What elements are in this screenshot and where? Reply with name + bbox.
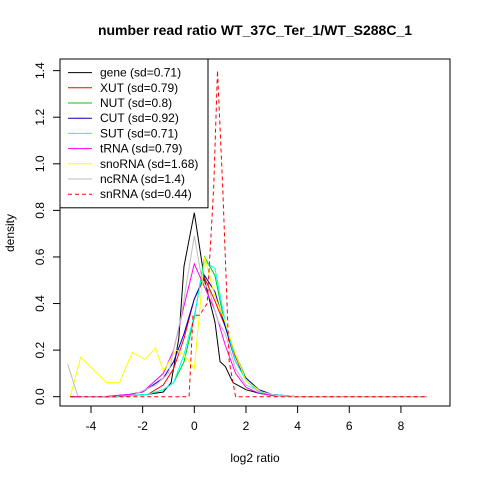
y-axis: 0.0 0.2 0.4 0.6 0.8 1.0 1.2 1.4 [33, 62, 61, 405]
chart-title: number read ratio WT_37C_Ter_1/WT_S288C_… [98, 22, 412, 38]
legend-entry: NUT (sd=0.8) [100, 96, 172, 110]
x-tick-label: 4 [294, 419, 301, 433]
x-axis-label: log2 ratio [230, 451, 280, 465]
y-tick-label: 1.0 [33, 155, 47, 172]
y-axis-label: density [3, 214, 17, 252]
series-line-0 [70, 212, 427, 398]
y-tick-label: 0.2 [33, 341, 47, 358]
legend-entry: snRNA (sd=0.44) [100, 187, 192, 201]
x-tick-label: 2 [243, 419, 250, 433]
series-line-2 [70, 255, 427, 398]
legend: gene (sd=0.71)XUT (sd=0.79)NUT (sd=0.8)C… [59, 58, 209, 209]
y-tick-label: 0.6 [33, 248, 47, 265]
series-line-3 [70, 274, 427, 398]
x-tick-label: 0 [191, 419, 198, 433]
legend-entry: snoRNA (sd=1.68) [100, 157, 198, 171]
x-tick-label: -4 [86, 419, 97, 433]
legend-box [59, 58, 209, 209]
y-tick-label: 1.4 [33, 62, 47, 79]
x-tick-label: 8 [398, 419, 405, 433]
legend-entry: SUT (sd=0.71) [100, 126, 178, 140]
legend-entry: tRNA (sd=0.79) [100, 142, 182, 156]
series-line-6 [69, 256, 427, 398]
y-tick-label: 1.2 [33, 109, 47, 126]
series-line-1 [70, 276, 427, 398]
series-line-7 [67, 235, 427, 398]
series-line-8 [70, 70, 427, 398]
series-line-5 [70, 262, 427, 398]
legend-entry: gene (sd=0.71) [100, 66, 181, 80]
legend-entry: ncRNA (sd=1.4) [100, 172, 185, 186]
plot-frame [59, 58, 451, 407]
y-tick-label: 0.0 [33, 388, 47, 405]
series-line-4 [70, 260, 427, 398]
x-axis: -4 -2 0 2 4 6 8 [86, 405, 405, 433]
x-tick-label: -2 [137, 419, 148, 433]
y-tick-label: 0.4 [33, 295, 47, 312]
y-tick-label: 0.8 [33, 202, 47, 219]
legend-entry: XUT (sd=0.79) [100, 81, 178, 95]
series-layer [67, 70, 427, 398]
x-tick-label: 6 [346, 419, 353, 433]
legend-entry: CUT (sd=0.92) [100, 111, 179, 125]
